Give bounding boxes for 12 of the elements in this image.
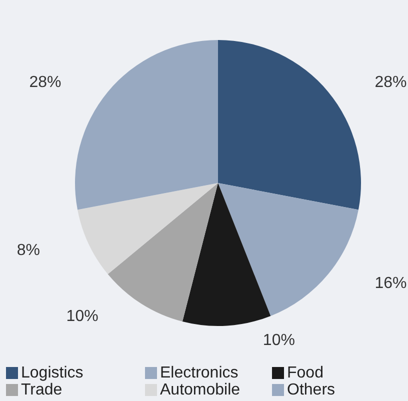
- legend-label: Trade: [21, 382, 62, 398]
- legend-label: Electronics: [160, 364, 238, 382]
- data-label: 28%: [374, 74, 407, 91]
- legend-label: Others: [287, 382, 336, 398]
- legend-label: Automobile: [160, 382, 240, 398]
- data-label: 10%: [66, 308, 98, 325]
- data-label: 28%: [29, 74, 62, 91]
- data-label: 8%: [16, 242, 40, 259]
- legend-label: Logistics: [21, 364, 84, 382]
- data-label: 16%: [374, 275, 407, 292]
- legend-label: Food: [287, 364, 324, 382]
- data-label: 10%: [262, 332, 295, 350]
